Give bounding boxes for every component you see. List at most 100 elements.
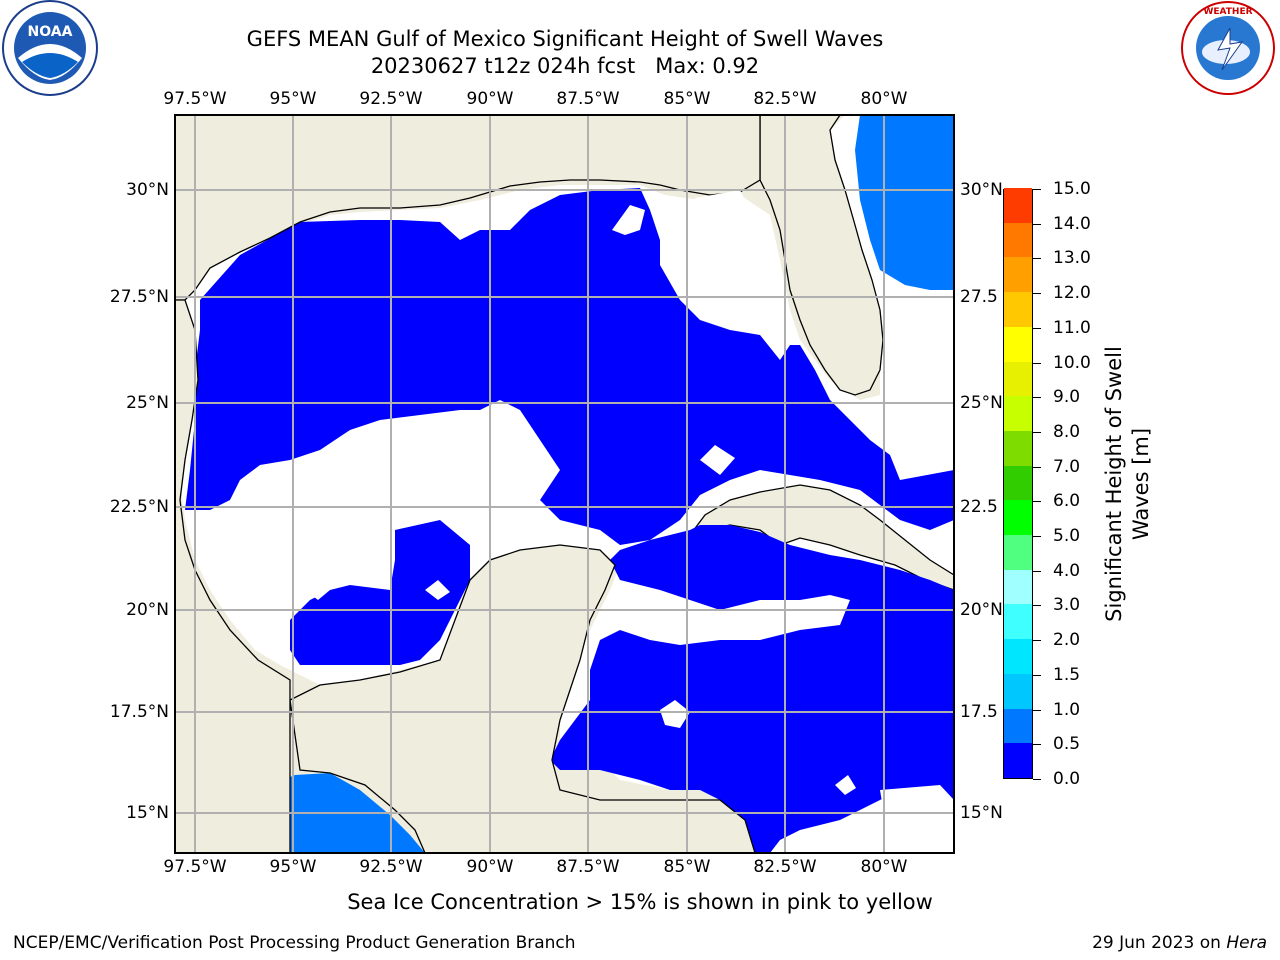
lon-label-top: 97.5°W	[163, 89, 227, 109]
lat-label-right: 27.5	[960, 287, 998, 307]
lon-label-bottom: 80°W	[860, 857, 908, 877]
lat-label-left: 27.5°N	[109, 287, 169, 307]
colorbar-segment	[1004, 499, 1032, 536]
lat-label-left: 25°N	[126, 393, 169, 413]
colorbar-segment	[1004, 603, 1032, 640]
colorbar-tick-mark	[1033, 640, 1041, 642]
colorbar-segment	[1004, 326, 1032, 362]
lon-label-top: 90°W	[466, 89, 514, 109]
colorbar-segment	[1004, 708, 1032, 744]
colorbar-tick-mark	[1033, 327, 1041, 329]
colorbar-tick-label: 9.0	[1053, 387, 1081, 408]
colorbar-tick-mark	[1033, 466, 1041, 468]
lat-label-right: 25°N	[960, 393, 1003, 413]
lon-label-top: 80°W	[860, 89, 908, 109]
colorbar-tick-label: 1.5	[1053, 664, 1081, 685]
colorbar-title: Significant Height of Swell Waves [m]	[1102, 346, 1153, 622]
swell-blue-bay	[290, 520, 470, 665]
colorbar-tick-mark	[1033, 223, 1041, 225]
lat-label-right: 15°N	[960, 803, 1003, 823]
credit-host: Hera	[1226, 933, 1267, 953]
lat-label-left: 20°N	[126, 600, 169, 620]
us-coast-land	[175, 115, 761, 301]
colorbar-segment	[1004, 569, 1032, 605]
florida-land	[759, 115, 884, 396]
lon-label-top: 87.5°W	[556, 89, 620, 109]
title-line-1: GEFS MEAN Gulf of Mexico Significant Hei…	[246, 27, 884, 51]
colorbar-tick-label: 13.0	[1053, 248, 1091, 269]
lat-label-left: 22.5°N	[109, 497, 169, 517]
colorbar-tick-label: 14.0	[1053, 213, 1091, 234]
lat-label-left: 15°N	[126, 803, 169, 823]
colorbar-tick-label: 0.5	[1053, 734, 1081, 755]
lon-label-bottom: 87.5°W	[556, 857, 620, 877]
colorbar-segment	[1004, 361, 1032, 397]
colorbar-tick-mark	[1033, 362, 1041, 364]
colorbar-tick-mark	[1033, 501, 1041, 503]
credit-branch: NCEP/EMC/Verification Post Processing Pr…	[13, 933, 576, 953]
lon-label-top: 92.5°W	[359, 89, 423, 109]
colorbar-tick-label: 7.0	[1053, 456, 1081, 477]
colorbar-segment	[1004, 395, 1032, 431]
colorbar-segment	[1004, 256, 1032, 293]
swell-blue-south	[550, 525, 954, 853]
colorbar-tick-label: 2.0	[1053, 630, 1081, 651]
colorbar-tick-label: 11.0	[1053, 317, 1091, 338]
colorbar-segment	[1004, 222, 1032, 258]
yucatan-land	[289, 544, 756, 853]
svg-text:WEATHER: WEATHER	[1203, 7, 1252, 17]
colorbar-segment	[1004, 534, 1032, 570]
colorbar-segment	[1004, 465, 1032, 501]
colorbar-segment	[1004, 673, 1032, 709]
white-patch-2	[700, 445, 735, 475]
lat-label-left: 30°N	[126, 180, 169, 200]
colorbar-tick-mark	[1033, 189, 1041, 190]
nws-logo: WEATHER	[1181, 1, 1275, 95]
colorbar-tick-mark	[1033, 674, 1041, 676]
colorbar-tick-mark	[1033, 779, 1041, 780]
colorbar-tick-mark	[1033, 258, 1041, 260]
credit-date-text: 29 Jun 2023 on	[1092, 933, 1221, 953]
lat-label-right: 22.5	[960, 497, 998, 517]
lon-label-bottom: 90°W	[466, 857, 514, 877]
lat-label-right: 17.5	[960, 702, 998, 722]
noaa-logo: NOAA	[2, 0, 98, 96]
colorbar-tick-mark	[1033, 605, 1041, 607]
credit-date: 29 Jun 2023 on Hera	[1092, 933, 1267, 953]
colorbar-segment	[1004, 187, 1032, 223]
swell-mid-atlantic	[855, 115, 954, 290]
colorbar-tick-label: 4.0	[1053, 560, 1081, 581]
mexico-coast-land	[175, 299, 291, 853]
colorbar-tick-mark	[1033, 397, 1041, 399]
map-frame	[174, 114, 955, 854]
noaa-logo-text: NOAA	[28, 24, 73, 40]
colorbar-tick-mark	[1033, 570, 1041, 572]
colorbar-tick-label: 10.0	[1053, 352, 1091, 373]
lon-label-bottom: 92.5°W	[359, 857, 423, 877]
colorbar-tick-label: 0.0	[1053, 769, 1081, 789]
title-line-2: 20230627 t12z 024h fcst Max: 0.92	[370, 54, 760, 78]
white-patch-5	[835, 775, 856, 795]
colorbar-tick-mark	[1033, 744, 1041, 746]
map-title: GEFS MEAN Gulf of Mexico Significant Hei…	[0, 26, 1130, 80]
colorbar-segment	[1004, 291, 1032, 327]
lon-label-top: 95°W	[269, 89, 317, 109]
colorbar-segment	[1004, 742, 1032, 778]
white-patch-1	[612, 205, 645, 235]
colorbar-tick-mark	[1033, 293, 1041, 295]
colorbar-tick-label: 1.0	[1053, 699, 1081, 720]
white-patch-7	[660, 700, 690, 728]
colorbar-tick-label: 15.0	[1053, 179, 1091, 199]
lon-label-bottom: 82.5°W	[753, 857, 817, 877]
white-patch-4	[425, 580, 450, 600]
colorbar	[1003, 187, 1033, 779]
lon-label-bottom: 97.5°W	[163, 857, 227, 877]
colorbar-tick-label: 3.0	[1053, 595, 1081, 616]
gridlines	[175, 115, 954, 853]
lat-label-right: 20°N	[960, 600, 1003, 620]
colorbar-tick-label: 6.0	[1053, 491, 1081, 512]
lon-label-top: 82.5°W	[753, 89, 817, 109]
white-patch-3	[305, 578, 330, 600]
colorbar-tick-mark	[1033, 709, 1041, 711]
